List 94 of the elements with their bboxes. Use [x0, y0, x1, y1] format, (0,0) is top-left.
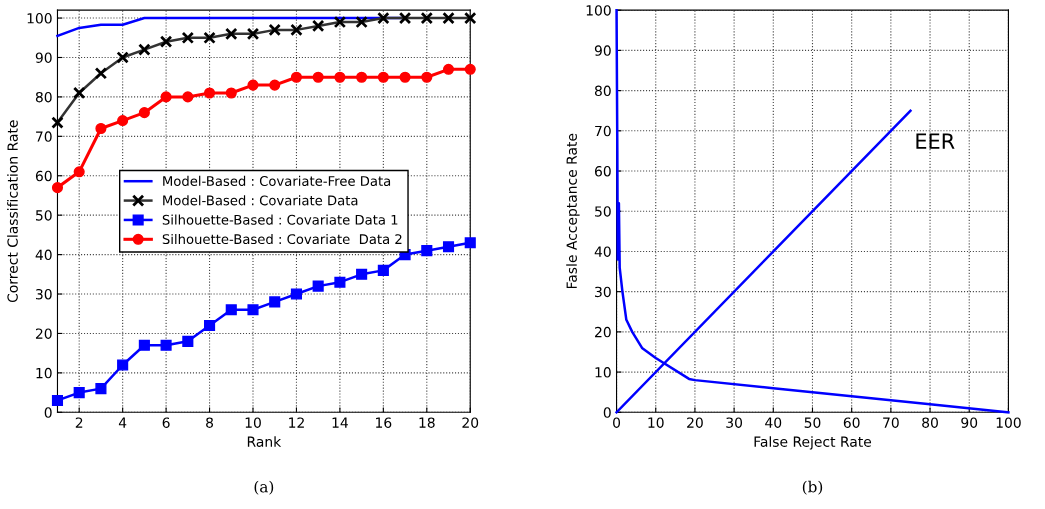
x-tick-label: 16 [376, 417, 392, 428]
point [182, 335, 194, 347]
x-tick-label: 14 [332, 417, 348, 428]
point [117, 115, 129, 127]
point [312, 71, 324, 83]
y-tick-label: 70 [36, 131, 52, 142]
x-tick-label: 4 [118, 417, 127, 428]
point [464, 237, 476, 249]
point [203, 87, 216, 99]
point [421, 245, 433, 257]
x-tick-label: 30 [726, 417, 743, 428]
point [95, 122, 107, 135]
x-axis-title: Rank [247, 436, 282, 447]
y-tick-label: 100 [586, 5, 611, 16]
y-tick-label: 90 [594, 45, 611, 56]
point [399, 71, 411, 83]
x-tick-label: 90 [961, 417, 978, 428]
y-tick-label: 60 [35, 170, 52, 182]
point [421, 71, 433, 83]
point [203, 320, 216, 332]
point [95, 383, 107, 395]
point [182, 91, 194, 103]
x-tick-label: 80 [922, 417, 938, 428]
x-tick-label: 70 [883, 417, 899, 428]
point [464, 63, 476, 75]
point [377, 264, 389, 276]
legend-label: Model-Based : Covariate-Free Data [163, 175, 391, 187]
point [138, 339, 150, 351]
y-axis-title: Correct Classification Rate [7, 120, 18, 303]
x-tick-label: 20 [687, 417, 703, 428]
y-tick-label: 20 [595, 326, 611, 338]
point [334, 71, 346, 83]
y-tick-label: 40 [594, 246, 611, 257]
x-tick-label: 8 [206, 417, 214, 428]
point [160, 339, 172, 351]
point [269, 296, 281, 308]
x-tick-label: 40 [765, 417, 782, 428]
x-tick-label: 2 [75, 417, 83, 428]
x-tick-label: 18 [419, 417, 435, 428]
point [290, 288, 303, 300]
point [51, 182, 64, 194]
x-axis-title: False Reject Rate [754, 436, 872, 450]
point [117, 359, 129, 371]
y-tick-label: 100 [27, 13, 52, 24]
x-tick-label: 100 [996, 417, 1021, 428]
point [160, 91, 172, 103]
y-tick-label: 90 [35, 52, 52, 63]
point [377, 71, 389, 83]
annotation: EER [916, 133, 955, 149]
y-tick-label: 50 [595, 206, 611, 217]
point [356, 268, 368, 280]
point [290, 71, 303, 83]
legend-label: Silhouette-Based : Covariate Data 2 [162, 233, 402, 245]
y-axis-title: Fasle Acceptance Rate [566, 133, 580, 289]
point [73, 387, 85, 399]
text: (a) [254, 480, 274, 495]
point [442, 63, 455, 75]
point [138, 107, 150, 119]
x-tick-label: 6 [162, 417, 170, 428]
y-tick-label: 30 [36, 288, 52, 300]
y-tick-label: 80 [35, 91, 52, 103]
x-tick-label: 20 [462, 417, 479, 428]
x-tick-label: 12 [289, 417, 304, 428]
text: (b) [802, 480, 823, 495]
y-tick-label: 0 [44, 407, 52, 418]
point [247, 79, 259, 91]
point [51, 394, 64, 407]
y-tick-label: 50 [36, 210, 52, 221]
legend-label: Model-Based : Covariate Data [163, 195, 358, 206]
point [73, 166, 85, 178]
point [247, 304, 259, 316]
x-tick-label: 10 [648, 417, 664, 428]
x-tick-label: 10 [245, 417, 261, 428]
y-tick-label: 0 [603, 407, 611, 418]
y-tick-label: 60 [594, 165, 611, 177]
point [225, 87, 237, 99]
y-tick-label: 10 [36, 367, 52, 379]
point [225, 304, 237, 316]
y-tick-label: 80 [594, 85, 611, 97]
x-tick-label: 50 [804, 417, 821, 428]
y-tick-label: 70 [595, 125, 611, 137]
x-tick-label: 60 [843, 417, 860, 428]
point [312, 280, 324, 292]
y-tick-label: 30 [595, 286, 611, 298]
point [356, 71, 368, 83]
y-tick-label: 20 [35, 328, 52, 339]
legend-label: Silhouette-Based : Covariate Data 1 [162, 214, 398, 225]
y-tick-label: 40 [35, 249, 52, 261]
point [334, 276, 346, 288]
x-tick-label: 0 [613, 417, 621, 428]
point [269, 79, 281, 91]
y-tick-label: 10 [595, 367, 611, 378]
line-series [615, 8, 1010, 414]
point [442, 241, 455, 253]
